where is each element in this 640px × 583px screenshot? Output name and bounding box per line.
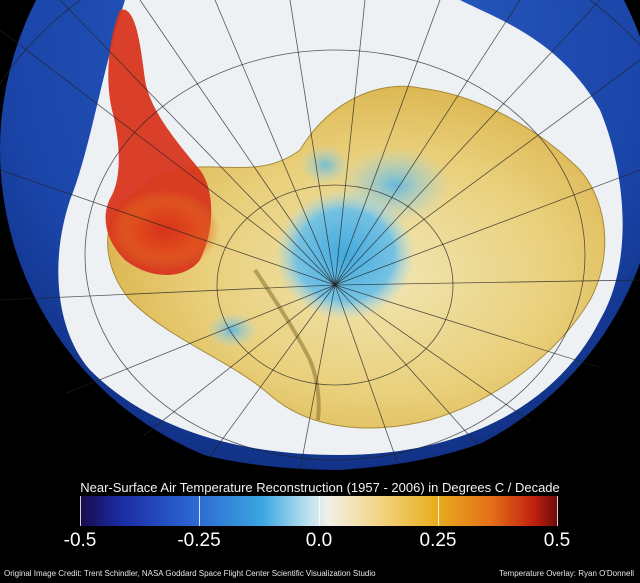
colorbar-tick [319, 496, 320, 526]
colorbar-tick-label: -0.5 [63, 530, 97, 551]
colorbar-tick-label: 0.0 [305, 530, 333, 551]
colorbar-tick [199, 496, 200, 526]
colorbar-tick-label: -0.25 [177, 530, 221, 551]
legend-title: Near-Surface Air Temperature Reconstruct… [80, 480, 560, 495]
overlay-credit: Temperature Overlay: Ryan O'Donnell [499, 569, 634, 578]
colorbar-tick [557, 496, 558, 526]
antarctica-temperature-map [0, 0, 640, 470]
transantarctic-ridge [253, 268, 321, 421]
colorbar-tick-label: 0.25 [419, 530, 457, 551]
colorbar-tick-label: 0.5 [543, 530, 571, 551]
cooling-interior [275, 190, 415, 320]
image-credit: Original Image Credit: Trent Schindler, … [4, 569, 376, 578]
colorbar-tick [438, 496, 439, 526]
colorbar-tick [80, 496, 81, 526]
graticule [0, 0, 640, 470]
